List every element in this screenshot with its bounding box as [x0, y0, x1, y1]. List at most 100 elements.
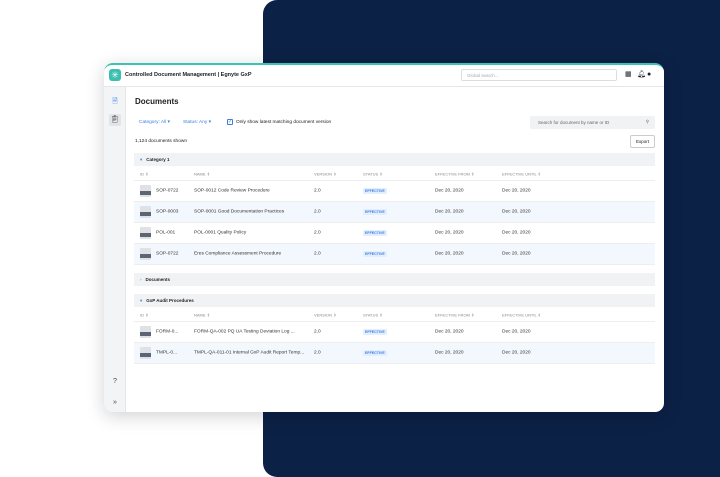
column-header[interactable]: ID ⇕ [140, 312, 148, 317]
column-header-row: ID ⇕ NAME ⇕ VERSION ⇕ STATUS ⇕ EFFECTIVE FRO… [134, 308, 655, 322]
sort-icon: ⇕ [379, 312, 383, 317]
doc-version: 2.0 [314, 188, 321, 194]
sort-icon: ⇕ [206, 312, 211, 317]
doc-version: 2.0 [314, 209, 321, 215]
column-label: STATUS [363, 171, 379, 176]
sort-icon: ⇕ [471, 171, 475, 176]
chevron-down-icon: ▾ [140, 298, 143, 303]
column-header[interactable]: ID ⇕ [140, 171, 148, 176]
effective-until: Dec 20, 2020 [502, 188, 531, 194]
column-label: EFFECTIVE FROM [435, 312, 470, 317]
category-filter-label: Category: All [139, 120, 167, 125]
column-header[interactable]: STATUS ⇕ [363, 312, 383, 317]
column-header[interactable]: STATUS ⇕ [363, 171, 383, 176]
table-row[interactable]: FORM-0... FORM-QA-002 PQ UA Testing Devia… [134, 322, 655, 343]
sort-icon: ⇕ [537, 312, 542, 317]
table-row[interactable]: TMPL-0... TMPL-QA-011-01 Internal GxP Aud… [134, 343, 655, 364]
file-icon [140, 347, 151, 359]
effective-from: Dec 20, 2020 [435, 188, 464, 194]
doc-version: 2.0 [314, 350, 321, 356]
doc-id: SOP-0722 [156, 251, 179, 257]
effective-until: Dec 20, 2020 [502, 209, 531, 215]
column-label: VERSION [314, 312, 333, 317]
user-account-icon[interactable]: ● [647, 71, 652, 78]
table-row[interactable]: POL-001 POL-0001 Quality Policy 2.0 EFFECTI… [134, 223, 655, 244]
sidebar: 🗎 📋︎ ? » [104, 87, 126, 412]
app-title: Controlled Document Management | Egnyte … [125, 72, 252, 78]
effective-until: Dec 20, 2020 [502, 230, 531, 236]
page-title: Documents [135, 97, 179, 106]
column-header[interactable]: EFFECTIVE FROM ⇕ [435, 312, 474, 317]
file-icon [140, 206, 151, 218]
status-filter-label: Status: Any [183, 120, 208, 125]
section-title: Category 1 [146, 157, 170, 162]
clipboard-nav-icon[interactable]: 📋︎ [109, 114, 121, 126]
effective-from: Dec 20, 2020 [435, 230, 464, 236]
file-icon [140, 248, 151, 260]
file-icon [140, 227, 151, 239]
chevron-down-icon: ▾ [140, 157, 143, 162]
bell-icon[interactable]: 🔔︎ [637, 71, 646, 78]
doc-name[interactable]: POL-0001 Quality Policy [194, 230, 247, 236]
search-icon: ⚲ [645, 119, 649, 124]
app-logo-icon[interactable]: ✳ [109, 69, 121, 81]
status-badge: EFFECTIVE [363, 350, 387, 356]
section-title: Documents [145, 277, 171, 282]
status-filter[interactable]: Status: Any ▾ [183, 120, 212, 125]
section-header[interactable]: ▾ Category 1 [134, 153, 655, 166]
doc-name[interactable]: FORM-QA-002 PQ UA Testing Deviation Log … [194, 329, 295, 335]
sort-icon: ⇕ [145, 171, 149, 176]
effective-from: Dec 20, 2020 [435, 350, 464, 356]
doc-name[interactable]: SOP-0001 Good Documentation Practices [194, 209, 285, 215]
documents-nav-icon[interactable]: 🗎 [112, 98, 118, 105]
sort-icon: ⇕ [537, 171, 542, 176]
status-badge: EFFECTIVE [363, 209, 387, 215]
effective-from: Dec 20, 2020 [435, 251, 464, 257]
effective-from: Dec 20, 2020 [435, 329, 464, 335]
section-header[interactable]: › Documents [134, 273, 655, 286]
column-header[interactable]: EFFECTIVE UNTIL ⇕ [502, 312, 541, 317]
doc-id: FORM-0... [156, 329, 179, 335]
table-row[interactable]: SOP-0003 SOP-0001 Good Documentation Prac… [134, 202, 655, 223]
sort-icon: ⇕ [379, 171, 383, 176]
column-header[interactable]: EFFECTIVE UNTIL ⇕ [502, 171, 541, 176]
help-icon[interactable]: ? [113, 378, 117, 385]
category-filter[interactable]: Category: All ▾ [139, 120, 170, 125]
sort-icon: ⇕ [333, 171, 337, 176]
column-label: EFFECTIVE UNTIL [502, 312, 537, 317]
column-header[interactable]: EFFECTIVE FROM ⇕ [435, 171, 474, 176]
column-header[interactable]: VERSION ⇕ [314, 312, 337, 317]
status-badge: EFFECTIVE [363, 230, 387, 236]
column-label: NAME [194, 171, 206, 176]
doc-id: SOP-0003 [156, 209, 179, 215]
doc-version: 2.0 [314, 230, 321, 236]
doc-name[interactable]: SOP-0012 Code Review Procedure [194, 188, 270, 194]
expand-sidebar-icon[interactable]: » [113, 399, 117, 406]
doc-id: POL-001 [156, 230, 176, 236]
document-search-placeholder: Search for document by name or ID [538, 120, 610, 125]
column-label: VERSION [314, 171, 333, 176]
effective-until: Dec 20, 2020 [502, 251, 531, 257]
export-button[interactable]: Export [630, 135, 655, 148]
table-row[interactable]: SOP-0722 SOP-0012 Code Review Procedure 2.… [134, 181, 655, 202]
global-search-input[interactable]: Global search... [461, 69, 617, 81]
apps-grid-icon[interactable]: ▦ [625, 71, 632, 78]
sort-icon: ⇕ [333, 312, 337, 317]
effective-from: Dec 20, 2020 [435, 209, 464, 215]
column-header-row: ID ⇕ NAME ⇕ VERSION ⇕ STATUS ⇕ EFFECTIVE FRO… [134, 167, 655, 181]
column-label: ID [140, 312, 144, 317]
app-window: ✳ Controlled Document Management | Egnyt… [104, 63, 664, 412]
document-count: 1,124 documents shown [135, 139, 187, 144]
column-header[interactable]: NAME ⇕ [194, 312, 210, 317]
doc-name[interactable]: Eres Compliance Assessment Procedure [194, 251, 282, 257]
document-search-input[interactable]: Search for document by name or ID ⚲ [530, 116, 655, 129]
doc-name[interactable]: TMPL-QA-011-01 Internal GxP Audit Report… [194, 350, 305, 356]
sort-icon: ⇕ [145, 312, 149, 317]
table-row[interactable]: SOP-0722 Eres Compliance Assessment Proce… [134, 244, 655, 265]
latest-version-checkbox[interactable]: ✓ [227, 119, 233, 125]
effective-until: Dec 20, 2020 [502, 350, 531, 356]
column-header[interactable]: NAME ⇕ [194, 171, 210, 176]
column-label: STATUS [363, 312, 379, 317]
column-header[interactable]: VERSION ⇕ [314, 171, 337, 176]
section-header[interactable]: ▾ GxP Audit Procedures [134, 294, 655, 307]
